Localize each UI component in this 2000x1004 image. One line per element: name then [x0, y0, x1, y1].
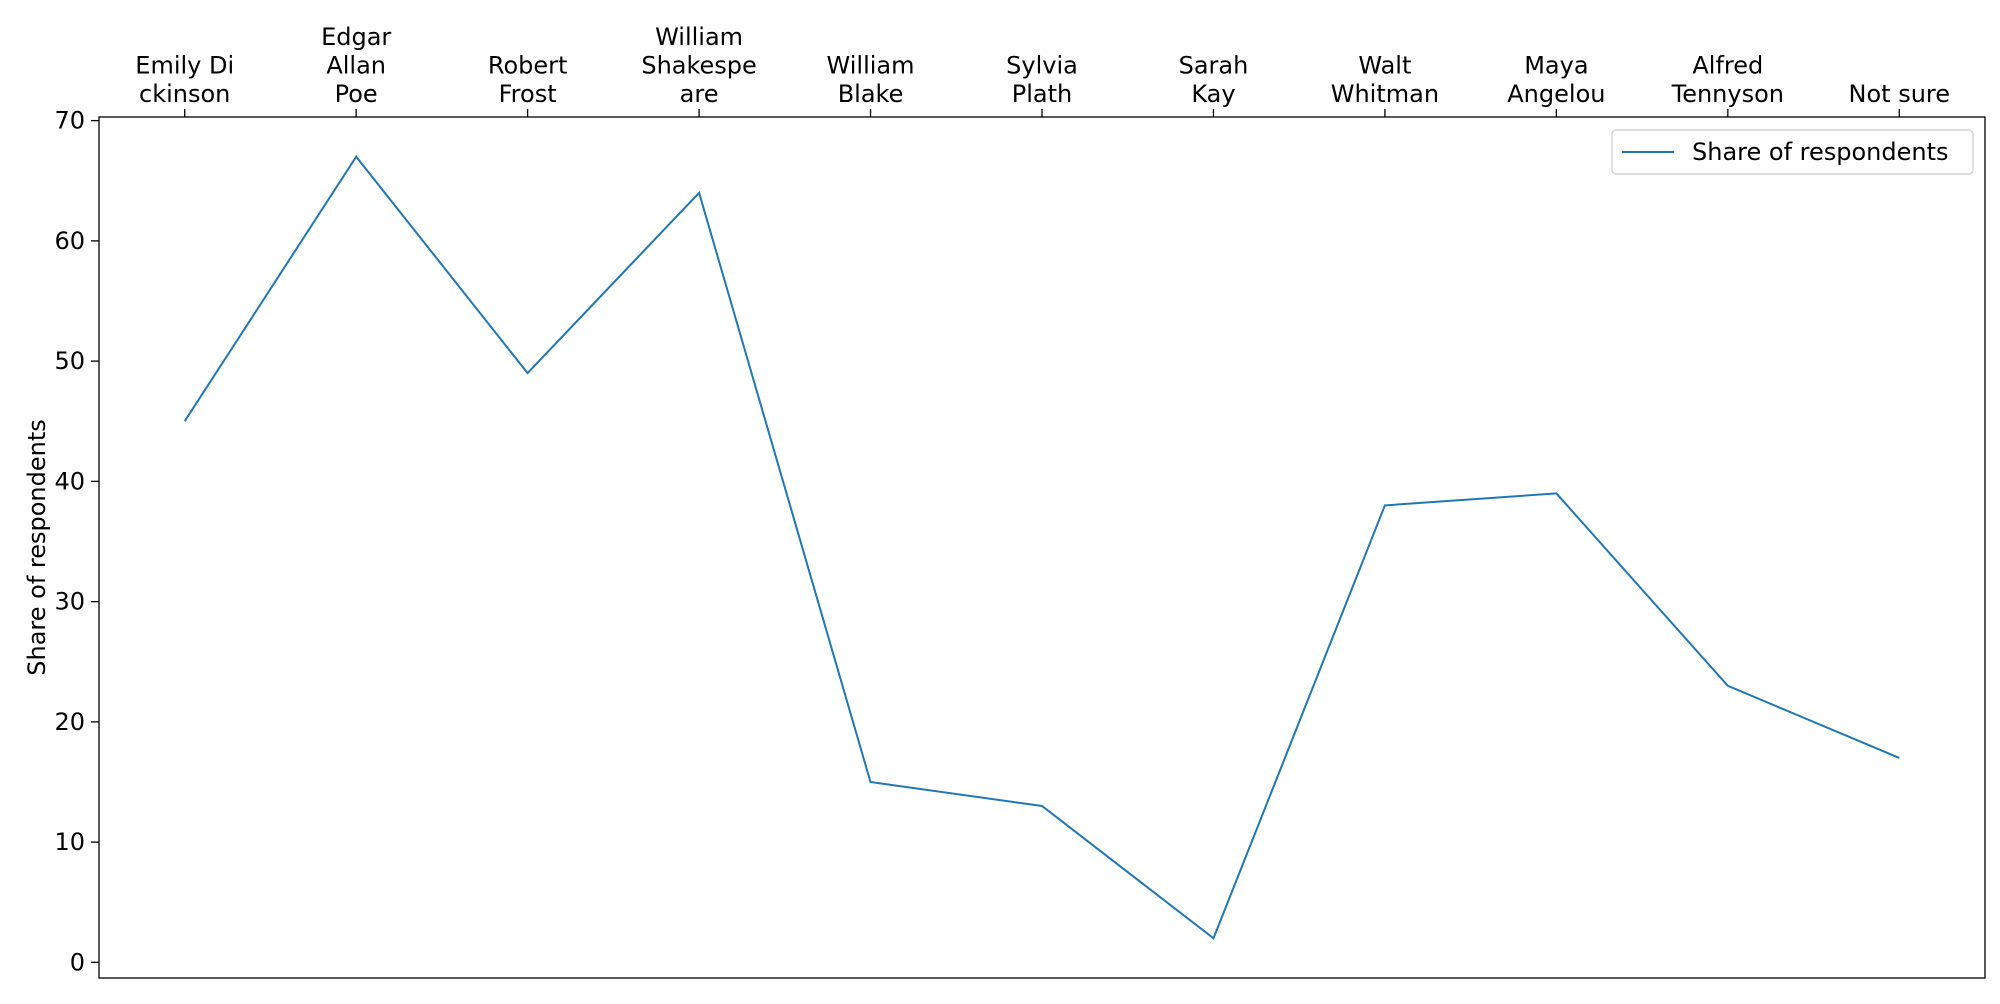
y-tick-label: 20	[54, 708, 85, 736]
data-point	[182, 418, 188, 424]
x-tick-label: William Shakespe are	[641, 23, 756, 108]
x-tick-label: Robert Frost	[488, 52, 568, 109]
y-tick-label: 60	[54, 227, 85, 255]
y-axis-ticks: 0 10 20 30 40 50 60 70	[54, 107, 99, 976]
y-tick-label: 0	[70, 948, 85, 976]
data-point	[868, 779, 874, 785]
data-point	[525, 370, 531, 376]
y-tick-label: 30	[54, 588, 85, 616]
series-layer	[182, 154, 1902, 941]
data-point	[1896, 755, 1902, 761]
x-tick-label: Sylvia Plath	[1006, 52, 1078, 109]
x-tick-label: William Blake	[827, 52, 915, 109]
data-point	[353, 154, 359, 160]
x-axis-ticks: Emily Di ckinson Edgar Allan Poe Robert Frost W…	[135, 23, 1950, 117]
x-tick-label: Edgar Allan Poe	[321, 23, 391, 108]
legend-box	[1611, 129, 1974, 175]
x-tick-label: Walt Whitman	[1331, 52, 1439, 109]
legend: Share of respondents	[1611, 129, 1974, 175]
x-tick-label: Alfred Tennyson	[1671, 52, 1784, 109]
y-axis-label: Share of respondents	[23, 419, 51, 676]
y-tick-label: 70	[54, 107, 85, 135]
y-tick-label: 40	[54, 467, 85, 495]
x-tick-label: Not sure	[1849, 80, 1951, 108]
x-tick-label: Maya Angelou	[1507, 52, 1605, 109]
data-point	[1210, 935, 1216, 941]
data-point	[696, 190, 702, 196]
series-line	[183, 154, 1900, 940]
x-tick-label: Sarah Kay	[1179, 52, 1249, 109]
data-point	[1039, 803, 1045, 809]
x-tick-label: Emily Di ckinson	[135, 52, 234, 109]
y-tick-label: 10	[54, 828, 85, 856]
plot-area-frame	[98, 116, 1986, 979]
data-point	[1553, 490, 1559, 496]
legend-label: Share of respondents	[1692, 138, 1949, 166]
data-point	[1382, 502, 1388, 508]
y-tick-label: 50	[54, 347, 85, 375]
data-point	[1725, 683, 1731, 689]
